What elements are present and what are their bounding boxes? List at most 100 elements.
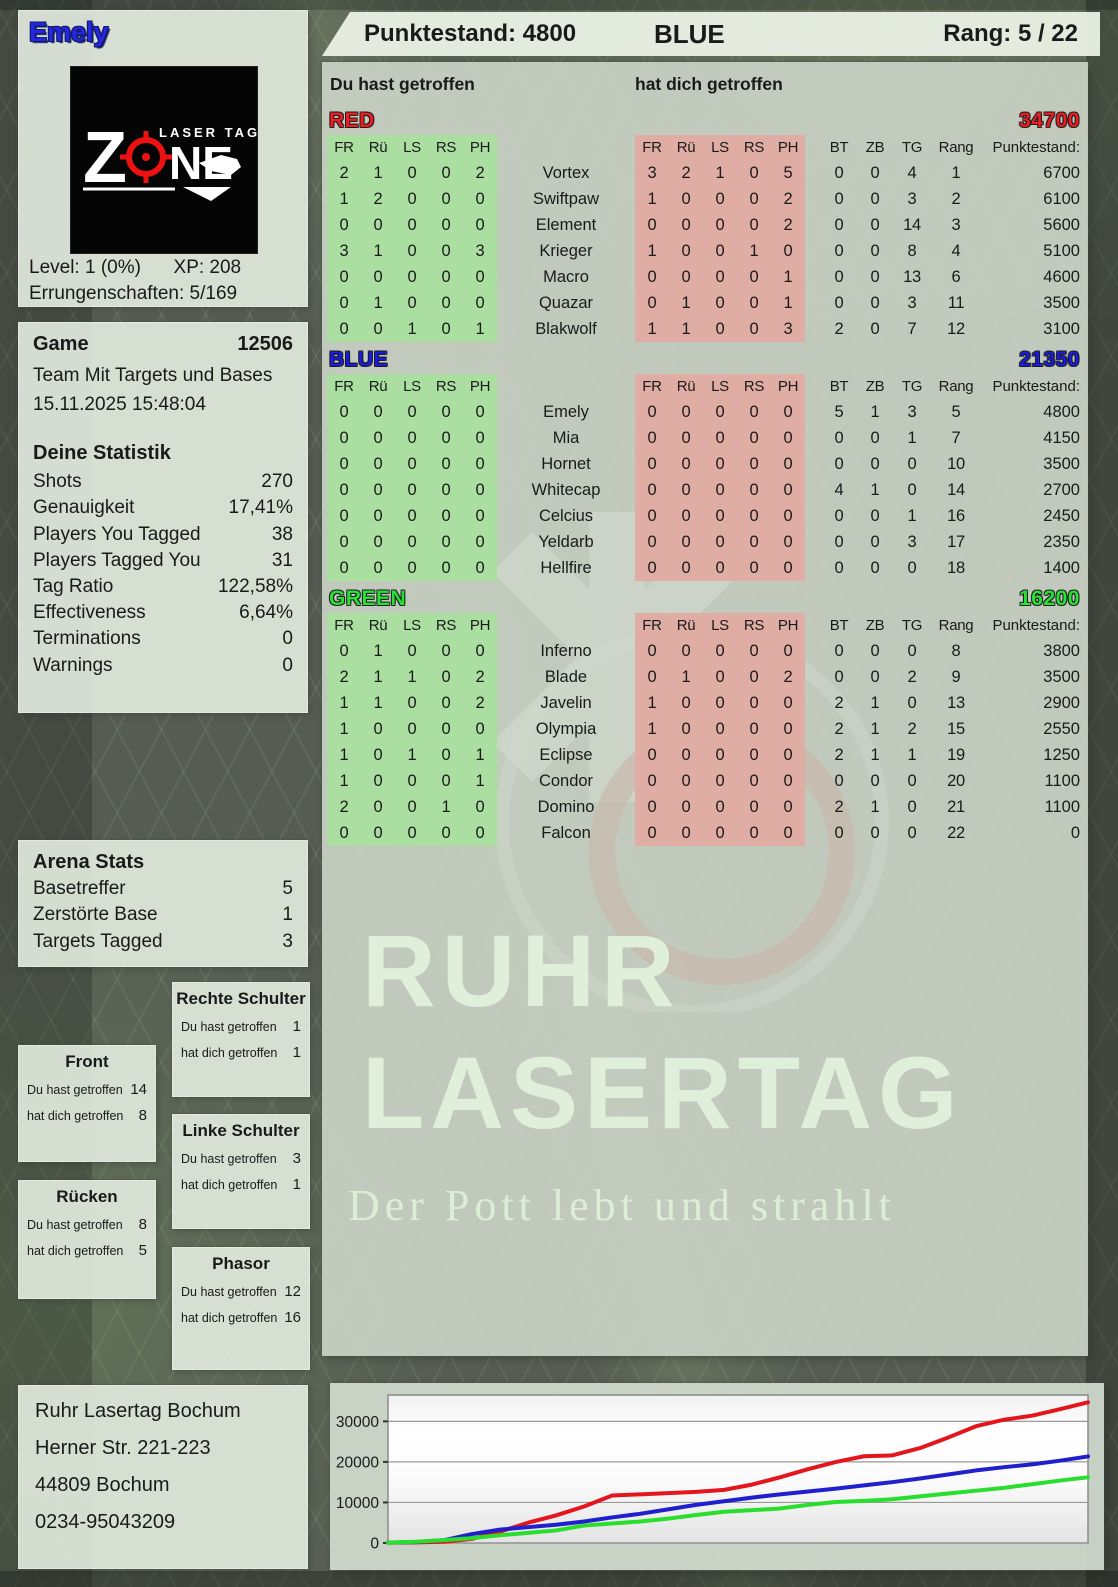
- you-hit-cell: 0: [327, 477, 361, 503]
- you-hit-cell: 1: [463, 742, 497, 768]
- hit-you-cell: 0: [771, 399, 805, 425]
- hit-you-cell: 2: [669, 160, 703, 186]
- arena-stats-title: Arena Stats: [33, 851, 145, 873]
- player-row: 0 0 0 0 0 Mia 0 0 0 0 0 0 0 1 7 4150: [327, 425, 1082, 451]
- hit-you-cell: 0: [771, 238, 805, 264]
- hit-you-cell: 1: [669, 664, 703, 690]
- player-name-cell: Javelin: [540, 693, 592, 712]
- hit-you-cell: 0: [669, 399, 703, 425]
- game-stats-box: Game 12506 Team Mit Targets und Bases 15…: [18, 322, 308, 713]
- tg-cell: 1: [907, 506, 917, 525]
- col-label: RS: [429, 135, 463, 160]
- hit-you-label: hat dich getroffen: [635, 74, 783, 94]
- score-cell: 5100: [1043, 241, 1080, 260]
- player-row: 0 0 0 0 0 Hellfire 0 0 0 0 0 0 0 0 18 1400: [327, 555, 1082, 581]
- player-row: 1 0 1 0 1 Eclipse 0 0 0 0 0 2 1 1 19 1250: [327, 742, 1082, 768]
- you-hit-cell: 0: [361, 399, 395, 425]
- player-name: Emely: [29, 17, 109, 47]
- hit-you-cell: 1: [635, 690, 669, 716]
- zb-cell: 0: [870, 558, 880, 577]
- tg-cell: 7: [907, 319, 917, 338]
- player-row: 0 0 0 0 0 Emely 0 0 0 0 0 5 1 3 5 4800: [327, 399, 1082, 425]
- rang-cell: 8: [951, 641, 961, 660]
- you-hit-cell: 0: [327, 529, 361, 555]
- col-label: BT: [829, 378, 849, 395]
- you-hit-cell: 0: [395, 503, 429, 529]
- you-hit-cell: 0: [395, 451, 429, 477]
- col-gap: [805, 477, 821, 503]
- tg-cell: 3: [907, 189, 917, 208]
- hit-you-cell: 0: [669, 638, 703, 664]
- score-cell: 1250: [1043, 745, 1080, 764]
- col-label: Rü: [669, 135, 703, 160]
- hit-you-cell: 0: [669, 186, 703, 212]
- hit-you-cell: 1: [669, 316, 703, 342]
- zb-cell: 0: [870, 667, 880, 686]
- stat-row: Tag Ratio 122,58%: [33, 575, 293, 597]
- you-hit-cell: 2: [463, 690, 497, 716]
- hit-you-cell: 5: [771, 160, 805, 186]
- hit-you-cell: 0: [669, 529, 703, 555]
- stat-row: Warnings 0: [33, 654, 293, 676]
- hit-you-cell: 0: [737, 477, 771, 503]
- col-gap: [805, 638, 821, 664]
- header-band: Punktestand: 4800 BLUE Rang: 5 / 22: [322, 12, 1100, 56]
- team-header: RED 34700: [327, 106, 1082, 135]
- col-label: FR: [635, 374, 669, 399]
- achievements-label: Errungenschaften: 5/169: [29, 283, 238, 304]
- hit-you-cell: 0: [635, 290, 669, 316]
- hit-you-cell: 2: [771, 212, 805, 238]
- you-hit-cell: 0: [429, 690, 463, 716]
- bt-cell: 0: [834, 428, 844, 447]
- rang-cell: 19: [947, 745, 965, 764]
- player-row: 1 2 0 0 0 Swiftpaw 1 0 0 0 2 0 0 3 2 6100: [327, 186, 1082, 212]
- col-label-score: Punktestand:: [992, 139, 1080, 156]
- you-hit-cell: 1: [395, 664, 429, 690]
- bottom-edge-shadow: [0, 1571, 1118, 1587]
- body-part-box-ruecken: Rücken Du hast getroffen 8 hat dich getro…: [18, 1180, 156, 1299]
- player-name-cell: Swiftpaw: [532, 189, 600, 208]
- you-hit-cell: 0: [395, 768, 429, 794]
- you-hit-cell: 0: [395, 716, 429, 742]
- tg-cell: 0: [907, 771, 917, 790]
- hit-you-cell: 0: [737, 503, 771, 529]
- hit-you-cell: 0: [635, 529, 669, 555]
- score-cell: 3500: [1043, 667, 1080, 686]
- you-hit-cell: 0: [361, 768, 395, 794]
- hit-you-cell: 0: [703, 503, 737, 529]
- you-hit-cell: 0: [395, 160, 429, 186]
- hit-you-cell: 0: [635, 638, 669, 664]
- you-hit-cell: 0: [463, 820, 497, 846]
- team-name: GREEN: [329, 586, 407, 610]
- col-label: TG: [901, 139, 923, 156]
- tg-cell: 3: [907, 402, 917, 421]
- bt-cell: 0: [834, 267, 844, 286]
- hit-you-cell: 0: [635, 451, 669, 477]
- bt-cell: 0: [834, 532, 844, 551]
- you-hit-cell: 0: [429, 768, 463, 794]
- hit-you-cell: 0: [635, 264, 669, 290]
- you-hit-cell: 2: [327, 794, 361, 820]
- hit-you-cell: 0: [737, 768, 771, 794]
- score-cell: 5600: [1043, 215, 1080, 234]
- player-row: 1 0 0 0 0 Olympia 1 0 0 0 0 2 1 2 15 2550: [327, 716, 1082, 742]
- you-hit-cell: 0: [361, 820, 395, 846]
- bt-cell: 0: [834, 454, 844, 473]
- you-hit-cell: 0: [429, 316, 463, 342]
- bt-cell: 0: [834, 641, 844, 660]
- hit-you-cell: 0: [703, 316, 737, 342]
- tg-cell: 0: [907, 558, 917, 577]
- hit-you-cell: 0: [669, 820, 703, 846]
- address-line: 44809 Bochum: [35, 1474, 170, 1496]
- you-hit-cell: 0: [429, 503, 463, 529]
- rang-cell: 4: [951, 241, 961, 260]
- you-hit-cell: 1: [463, 768, 497, 794]
- col-label: PH: [463, 613, 497, 638]
- hit-you-cell: 0: [635, 664, 669, 690]
- col-label: FR: [327, 135, 361, 160]
- stat-row: Zerstörte Base 1: [33, 904, 293, 926]
- body-part-title: Rechte Schulter: [176, 989, 306, 1008]
- col-label: RS: [737, 374, 771, 399]
- col-label: LS: [395, 613, 429, 638]
- player-row: 0 0 0 0 0 Falcon 0 0 0 0 0 0 0 0 22 0: [327, 820, 1082, 846]
